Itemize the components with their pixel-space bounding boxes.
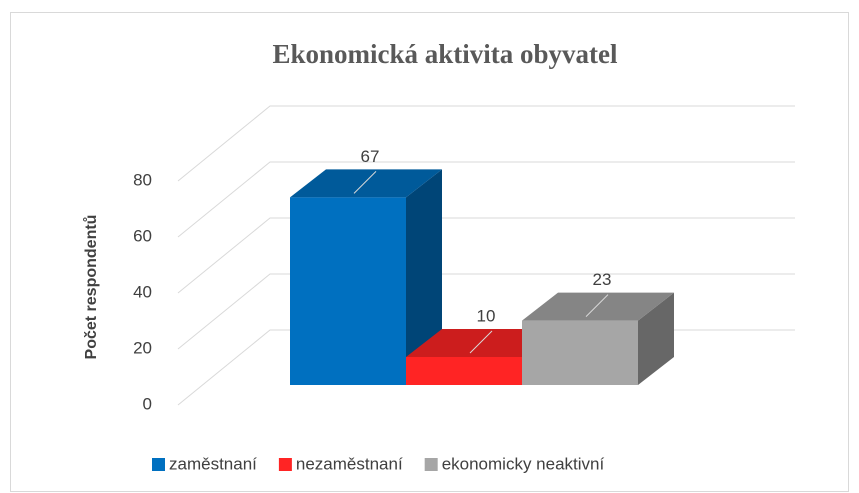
bar-top bbox=[290, 169, 442, 198]
y-tick-label: 20 bbox=[133, 338, 152, 357]
legend-label: nezaměstnaní bbox=[296, 454, 403, 473]
legend-label: zaměstnaní bbox=[169, 454, 257, 473]
y-tick-label: 80 bbox=[133, 170, 152, 189]
legend-swatch bbox=[424, 458, 438, 471]
bar bbox=[406, 357, 522, 385]
legend-label: ekonomicky neaktivní bbox=[442, 454, 605, 473]
grid-line bbox=[177, 217, 795, 294]
y-tick-label: 0 bbox=[143, 394, 152, 413]
bar-top bbox=[522, 292, 674, 321]
data-label: 67 bbox=[361, 147, 380, 166]
label-leader bbox=[469, 330, 493, 354]
grid-line bbox=[177, 161, 795, 238]
bar bbox=[522, 320, 638, 385]
grid-line bbox=[177, 273, 795, 350]
y-tick-label: 60 bbox=[133, 226, 152, 245]
label-leader bbox=[585, 294, 609, 317]
bar bbox=[290, 197, 406, 385]
data-label: 10 bbox=[477, 306, 496, 325]
bar-top bbox=[406, 329, 558, 357]
legend-swatch bbox=[278, 458, 292, 471]
bar-side bbox=[638, 292, 674, 385]
grid-line bbox=[177, 105, 795, 182]
legend-swatch bbox=[152, 458, 165, 471]
label-leader bbox=[353, 171, 377, 194]
y-tick-label: 40 bbox=[133, 282, 152, 301]
chart-title: Ekonomická aktivita obyvatel bbox=[272, 39, 618, 69]
bar-side bbox=[406, 169, 442, 385]
y-axis-title: Počet respondentů bbox=[83, 215, 100, 360]
data-label: 23 bbox=[593, 270, 612, 289]
